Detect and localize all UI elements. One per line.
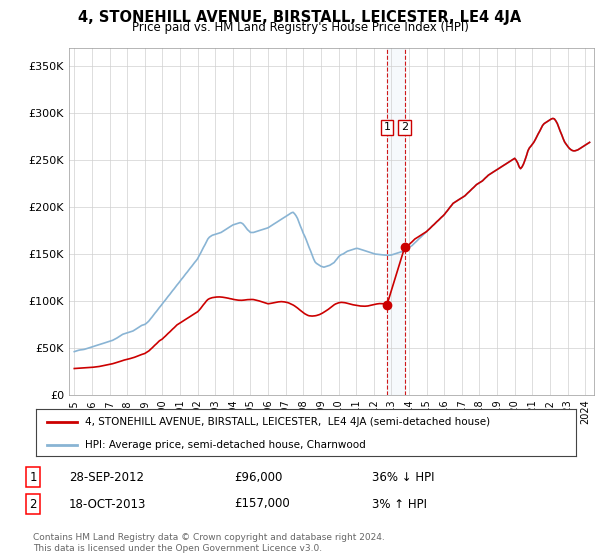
Text: 36% ↓ HPI: 36% ↓ HPI (372, 470, 434, 484)
Text: 4, STONEHILL AVENUE, BIRSTALL, LEICESTER, LE4 4JA: 4, STONEHILL AVENUE, BIRSTALL, LEICESTER… (79, 10, 521, 25)
Text: Contains HM Land Registry data © Crown copyright and database right 2024.
This d: Contains HM Land Registry data © Crown c… (33, 533, 385, 553)
Text: Price paid vs. HM Land Registry's House Price Index (HPI): Price paid vs. HM Land Registry's House … (131, 21, 469, 34)
Text: 3% ↑ HPI: 3% ↑ HPI (372, 497, 427, 511)
Text: HPI: Average price, semi-detached house, Charnwood: HPI: Average price, semi-detached house,… (85, 441, 365, 450)
Text: 28-SEP-2012: 28-SEP-2012 (69, 470, 144, 484)
Bar (387, 48, 404, 395)
Text: 4, STONEHILL AVENUE, BIRSTALL, LEICESTER,  LE4 4JA (semi-detached house): 4, STONEHILL AVENUE, BIRSTALL, LEICESTER… (85, 417, 490, 427)
Text: 18-OCT-2013: 18-OCT-2013 (69, 497, 146, 511)
Text: 2: 2 (29, 497, 37, 511)
Text: £96,000: £96,000 (234, 470, 283, 484)
Text: 1: 1 (29, 470, 37, 484)
Text: £157,000: £157,000 (234, 497, 290, 511)
Text: 2: 2 (401, 123, 408, 132)
Text: 1: 1 (383, 123, 391, 132)
